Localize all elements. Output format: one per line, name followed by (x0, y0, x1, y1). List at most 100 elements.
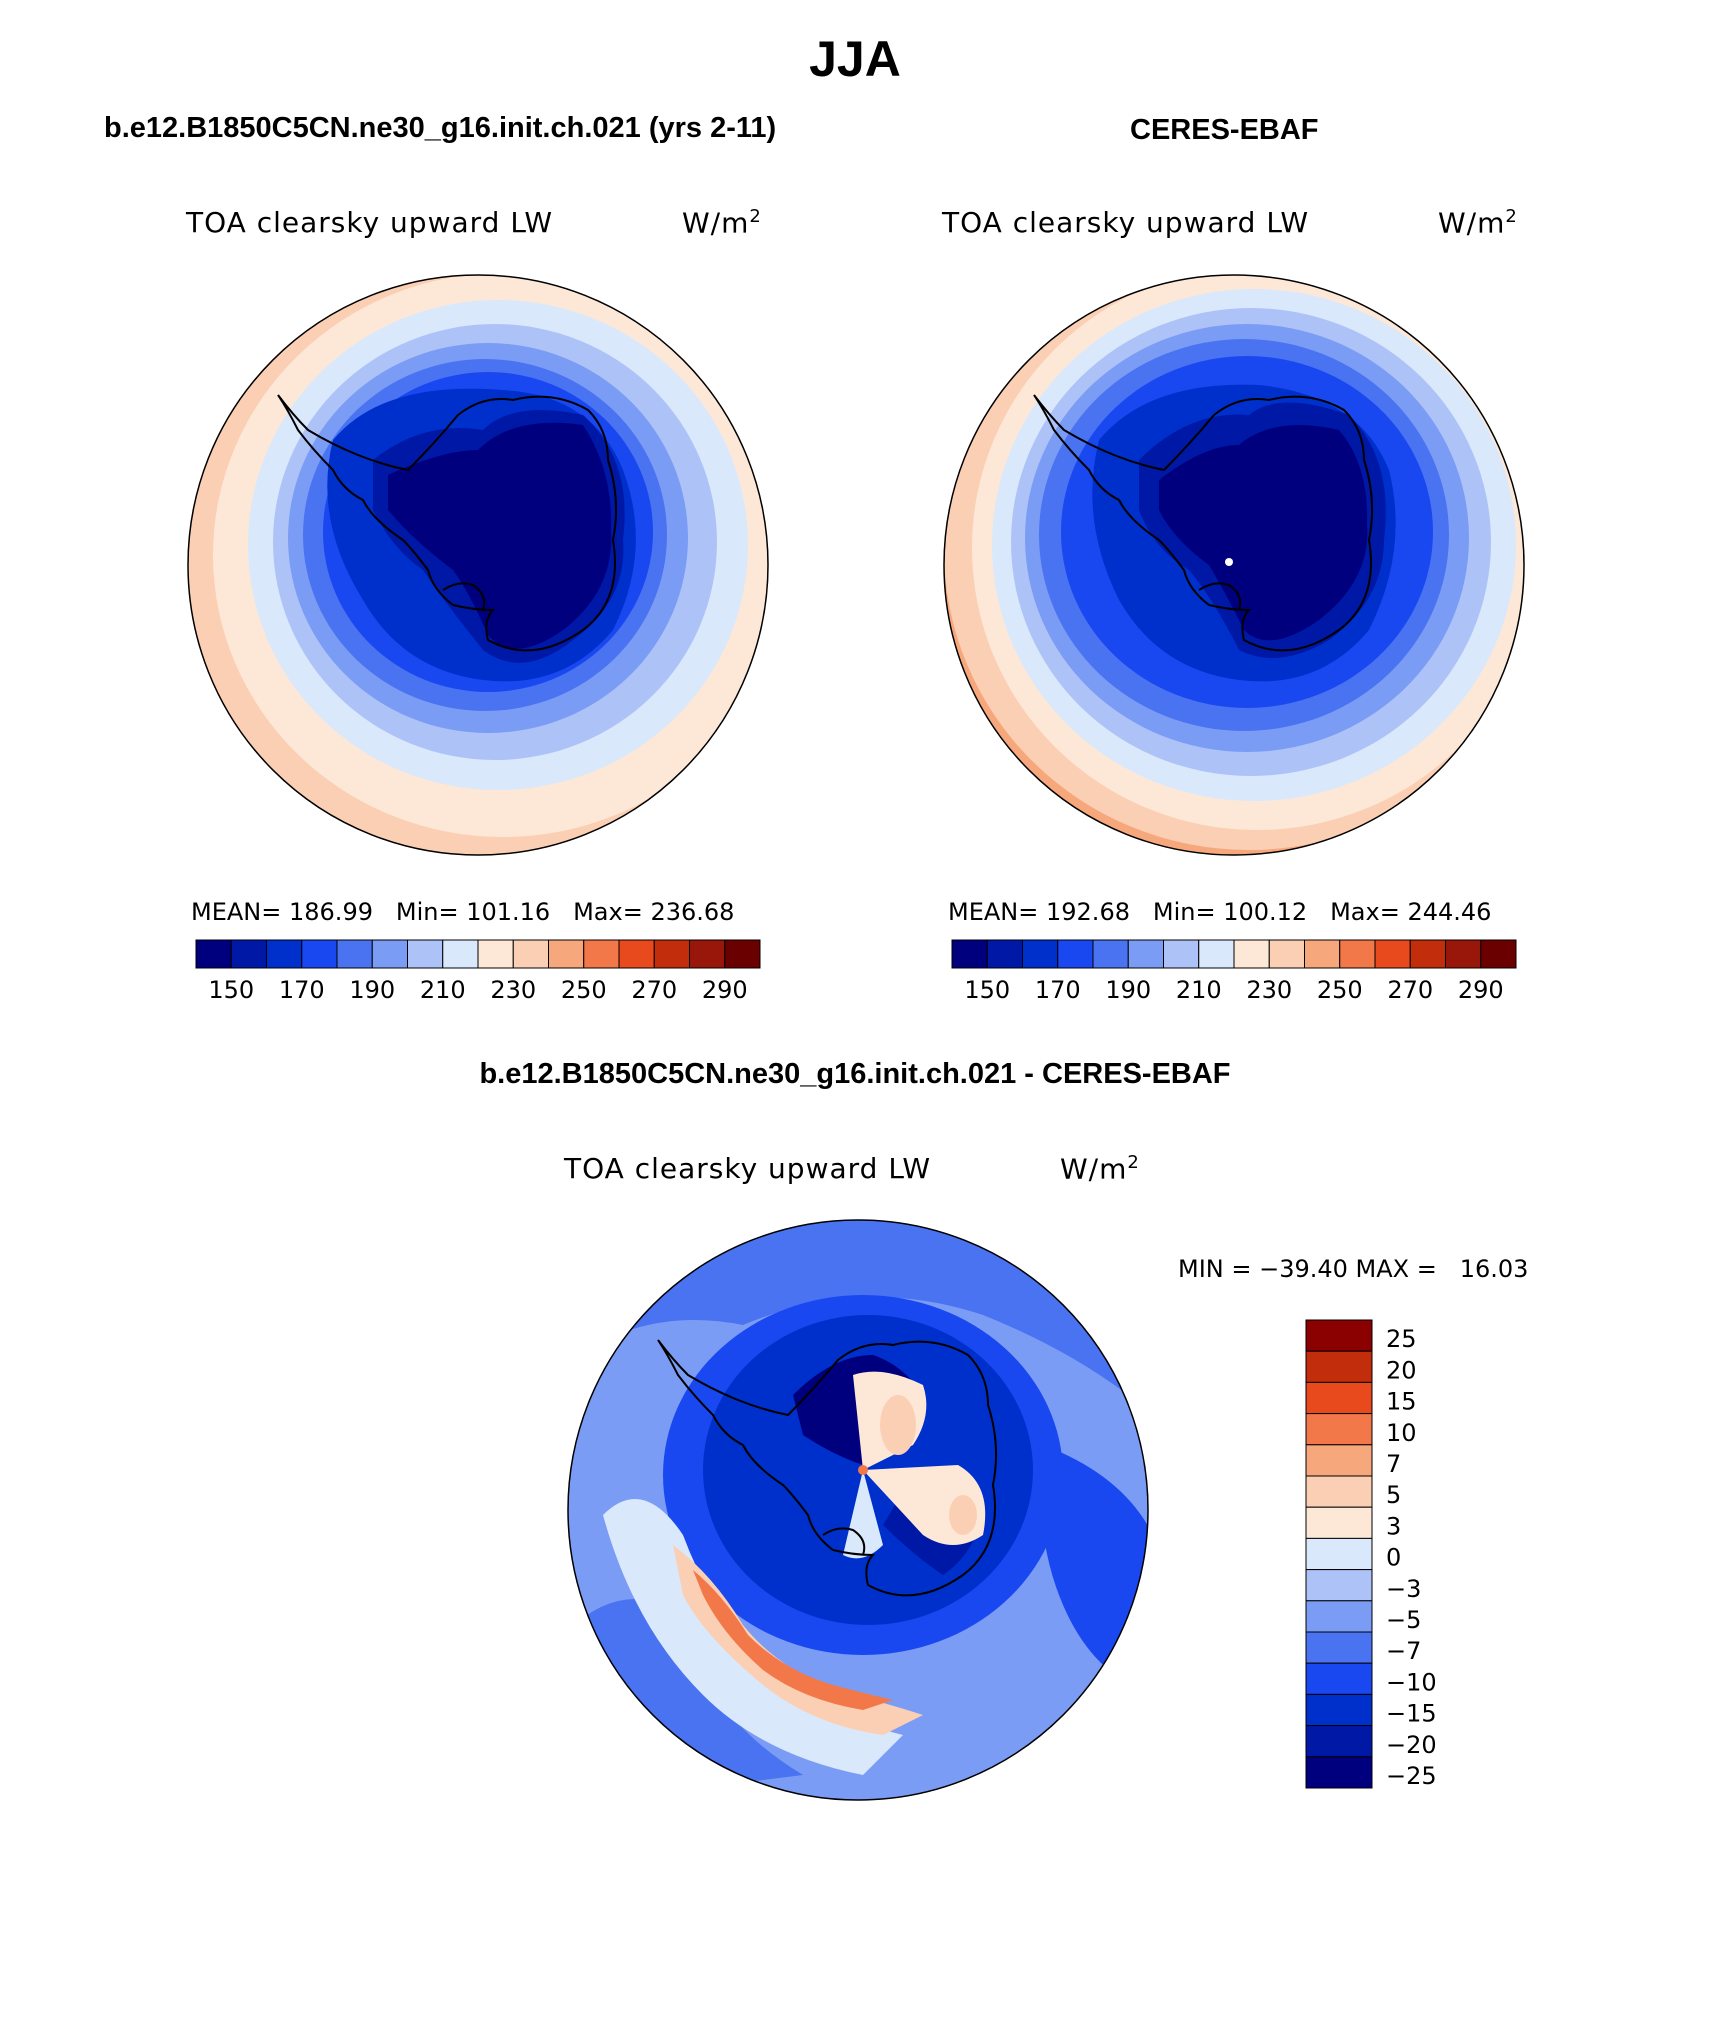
panel-2-colorbar-tick: 190 (1105, 976, 1151, 1004)
panel-2-colorbar-box (1022, 939, 1059, 969)
diff-map (567, 1219, 1149, 1801)
diff-colorbar-box (1305, 1756, 1373, 1789)
panel-2-colorbar-box (1374, 939, 1411, 969)
panel-1-colorbar-box (653, 939, 690, 969)
diff-units: W/m (1060, 1152, 1128, 1186)
diff-subtitle: b.e12.B1850C5CN.ne30_g16.init.ch.021 - C… (479, 1058, 1231, 1090)
panel-2-colorbar-tick: 170 (1035, 976, 1081, 1004)
panel-1-mean: 186.99 (289, 898, 373, 926)
panel-1-colorbar-box (512, 939, 549, 969)
diff-colorbar-box (1305, 1537, 1373, 1571)
diff-colorbar-box (1305, 1693, 1373, 1727)
panel-1-colorbar-box (407, 939, 444, 969)
panel-1-colorbar-tick: 250 (561, 976, 607, 1004)
panel-2-colorbar-box (1409, 939, 1446, 969)
panel-1-units-exp: 2 (749, 206, 762, 227)
diff-colorbar-tick: −3 (1386, 1575, 1421, 1603)
panel-1-mean-label: MEAN= (191, 898, 282, 926)
panel-1-max: 236.68 (650, 898, 735, 926)
panel-2-units-exp: 2 (1505, 206, 1518, 227)
panel-1-map (187, 274, 769, 856)
diff-colorbar-tick: −15 (1386, 1700, 1437, 1728)
panel-1-colorbar-box (195, 939, 232, 969)
panel-2-subtitle: CERES-EBAF (1130, 114, 1319, 146)
diff-colorbar-tick: 15 (1386, 1388, 1417, 1416)
panel-1-colorbar-box (583, 939, 620, 969)
diff-colorbar-tick: 5 (1386, 1481, 1401, 1509)
diff-colorbar-box (1305, 1662, 1373, 1695)
diff-units-label: W/m2 (1060, 1152, 1140, 1185)
panel-1-colorbar-box (336, 939, 373, 969)
panel-2-colorbar-box (1127, 939, 1164, 969)
diff-colorbar-box (1305, 1350, 1373, 1383)
panel-2-colorbar-tick: 270 (1387, 976, 1433, 1004)
panel-2-colorbar-box (1480, 939, 1517, 969)
panel-1-colorbar-box (548, 939, 585, 969)
panel-1-variable-label: TOA clearsky upward LW (186, 206, 554, 239)
diff-colorbar-box (1305, 1475, 1373, 1508)
diff-colorbar-box (1305, 1506, 1373, 1539)
diff-colorbar-tick: −10 (1386, 1668, 1437, 1696)
panel-1-colorbar-box (689, 939, 726, 969)
panel-1-subtitle: b.e12.B1850C5CN.ne30_g16.init.ch.021 (yr… (104, 112, 777, 144)
panel-2-colorbar-box (1233, 939, 1270, 969)
diff-colorbar-tick: 0 (1386, 1544, 1401, 1572)
diff-colorbar-tick: −5 (1386, 1606, 1421, 1634)
diff-variable-label: TOA clearsky upward LW (564, 1152, 932, 1185)
panel-2-mean-label: MEAN= (948, 898, 1039, 926)
diff-colorbar-box (1305, 1381, 1373, 1415)
panel-2-colorbar-box (951, 939, 988, 969)
panel-2-colorbar-box (1339, 939, 1376, 969)
panel-2-colorbar-box (1092, 939, 1129, 969)
diff-colorbar-box (1305, 1631, 1373, 1664)
diff-colorbar-box (1305, 1600, 1373, 1633)
diff-colorbar-tick: −25 (1386, 1762, 1437, 1790)
panel-1-colorbar-tick: 150 (208, 976, 254, 1004)
diff-colorbar-tick: 20 (1386, 1356, 1417, 1384)
panel-1-colorbar: 150 170 190 210 230 250 270 290 (195, 939, 761, 1004)
panel-1-units-label: W/m2 (682, 206, 762, 239)
panel-1-colorbar-tick: 230 (490, 976, 536, 1004)
diff-colorbar-tick: −20 (1386, 1731, 1437, 1759)
panel-2-colorbar-tick: 230 (1246, 976, 1292, 1004)
panel-2-colorbar-tick: 150 (964, 976, 1010, 1004)
panel-1-max-label: Max= (573, 898, 643, 926)
panel-2-min: 100.12 (1223, 898, 1308, 926)
panel-2-mean: 192.68 (1046, 898, 1130, 926)
panel-1-colorbar-tick: 290 (702, 976, 748, 1004)
panel-2-stats: MEAN= 192.68 Min= 100.12 Max= 244.46 (948, 898, 1491, 926)
diff-colorbar-box (1305, 1413, 1373, 1446)
panel-1-colorbar-box (724, 939, 761, 969)
panel-1-colorbar-box (266, 939, 303, 969)
panel-1-colorbar-box (618, 939, 655, 969)
panel-1-colorbar-box (371, 939, 408, 969)
panel-1-colorbar-box (230, 939, 267, 969)
panel-1-colorbar-box (301, 939, 338, 969)
panel-2-colorbar-box (1057, 939, 1094, 969)
panel-1-units: W/m (682, 206, 750, 240)
panel-2-colorbar-box (986, 939, 1023, 969)
diff-colorbar: 25 20 15 10 7 5 3 0 −3 −5 −7 −10 −15 −20 −25 (1305, 1319, 1437, 1790)
diff-colorbar-tick: 10 (1386, 1419, 1417, 1447)
diff-colorbar-box (1305, 1725, 1373, 1758)
diff-colorbar-tick: 7 (1386, 1450, 1401, 1478)
panel-1-min: 101.16 (466, 898, 551, 926)
panel-2-min-label: Min= (1152, 898, 1216, 926)
panel-1-colorbar-tick: 270 (631, 976, 677, 1004)
panel-1-colorbar-tick: 170 (279, 976, 325, 1004)
panel-2-colorbar-box (1304, 939, 1341, 969)
diff-colorbar-box (1305, 1444, 1373, 1477)
diff-colorbar-tick: 25 (1386, 1325, 1417, 1353)
panel-2-max-label: Max= (1330, 898, 1400, 926)
panel-2-units-label: W/m2 (1438, 206, 1518, 239)
panel-2-colorbar-tick: 250 (1317, 976, 1363, 1004)
panel-1-colorbar-box (477, 939, 514, 969)
panel-2-colorbar-box (1163, 939, 1200, 969)
diff-minmax: MIN = −39.40 MAX = 16.03 (1178, 1255, 1529, 1283)
panel-1-colorbar-tick: 190 (349, 976, 395, 1004)
panel-2-colorbar-tick: 210 (1176, 976, 1222, 1004)
panel-2-variable-label: TOA clearsky upward LW (942, 206, 1310, 239)
diff-colorbar-tick: −7 (1386, 1637, 1421, 1665)
diff-colorbar-box (1305, 1319, 1373, 1352)
diff-units-exp: 2 (1127, 1152, 1140, 1173)
